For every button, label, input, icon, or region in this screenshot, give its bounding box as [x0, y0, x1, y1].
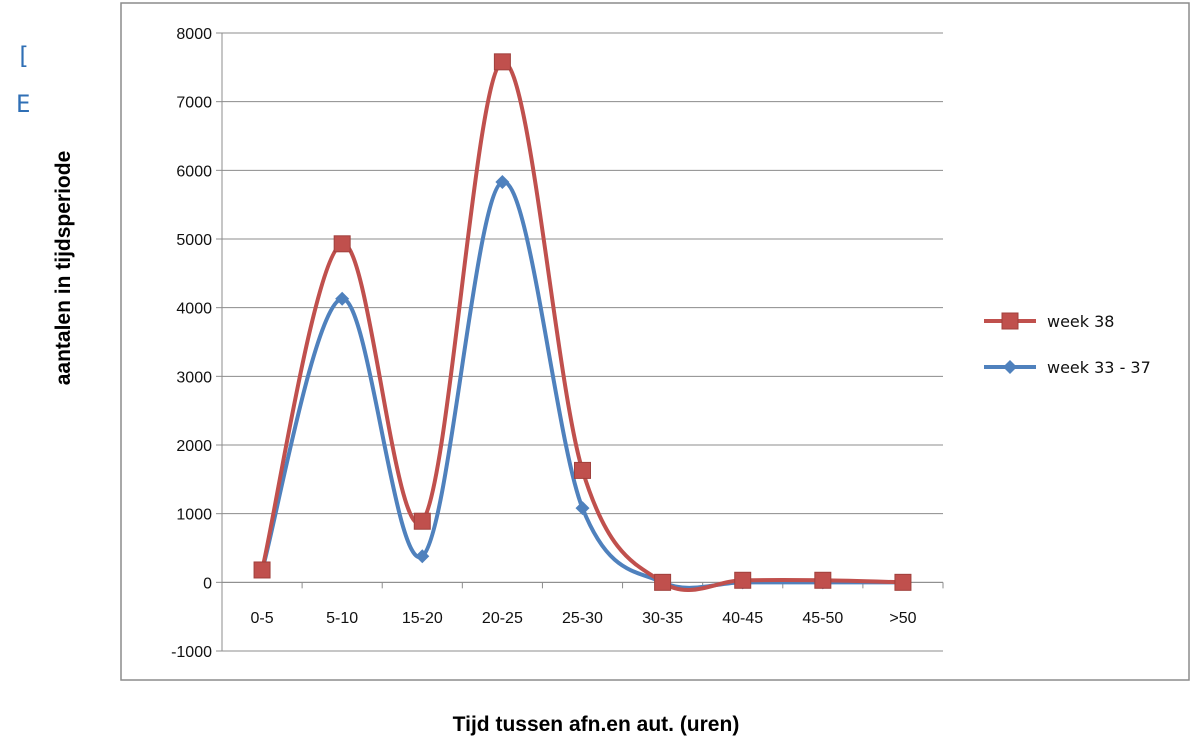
data-point-marker [894, 573, 912, 591]
x-tick-label: 30-35 [642, 610, 683, 627]
x-tick-label: 15-20 [402, 610, 443, 627]
y-tick-label: 2000 [176, 438, 212, 455]
y-tick-label: 3000 [176, 369, 212, 386]
x-tick-label: 20-25 [482, 610, 523, 627]
x-tick-label: 0-5 [250, 610, 273, 627]
y-tick-label: 5000 [176, 232, 212, 249]
legend-swatch-marker [1001, 312, 1019, 330]
data-point-marker [814, 571, 832, 589]
legend-label: week 38 [1047, 312, 1114, 331]
edge-fragment-2: E [16, 90, 31, 118]
data-point-marker [654, 573, 672, 591]
legend: week 38 week 33 - 37 [984, 312, 1151, 377]
x-tick-label: >50 [889, 610, 916, 627]
data-point-marker [253, 561, 271, 579]
legend-item: week 33 - 37 [984, 358, 1151, 377]
y-axis-title: aantalen in tijdsperiode [52, 151, 75, 386]
x-axis-ticks: 0-5 5-10 15-20 20-25 25-30 30-35 40-45 45-50 >50 [221, 582, 944, 627]
y-axis-ticks: -1000 0 1000 2000 3000 4000 5000 6000 7000 8000 [171, 26, 222, 661]
data-point-marker [333, 235, 351, 253]
data-point-marker [574, 461, 591, 479]
data-point-marker [575, 501, 590, 516]
chart-border [120, 2, 1190, 681]
x-tick-label: 45-50 [802, 610, 843, 627]
x-tick-label: 25-30 [562, 610, 603, 627]
data-point-marker [734, 571, 752, 589]
x-tick-label: 5-10 [326, 610, 358, 627]
y-tick-label: 1000 [176, 507, 212, 524]
data-point-marker [415, 549, 430, 564]
y-tick-label: 4000 [176, 301, 212, 318]
edge-fragment-1: [ [16, 42, 31, 70]
data-point-marker [495, 175, 510, 190]
series-1 [253, 53, 912, 593]
data-point-marker [493, 53, 511, 71]
y-tick-label: -1000 [171, 644, 212, 661]
legend-swatch-marker [1003, 360, 1017, 374]
y-tick-label: 0 [203, 575, 212, 592]
series-group [253, 53, 912, 593]
data-point-marker [335, 291, 350, 306]
legend-label: week 33 - 37 [1047, 358, 1151, 377]
y-tick-label: 8000 [176, 26, 212, 43]
y-tick-label: 7000 [176, 95, 212, 112]
y-tick-label: 6000 [176, 163, 212, 180]
x-axis-title: Tijd tussen afn.en aut. (uren) [453, 713, 740, 736]
x-tick-label: 40-45 [722, 610, 763, 627]
data-point-marker [413, 512, 431, 530]
legend-item: week 38 [984, 312, 1114, 331]
